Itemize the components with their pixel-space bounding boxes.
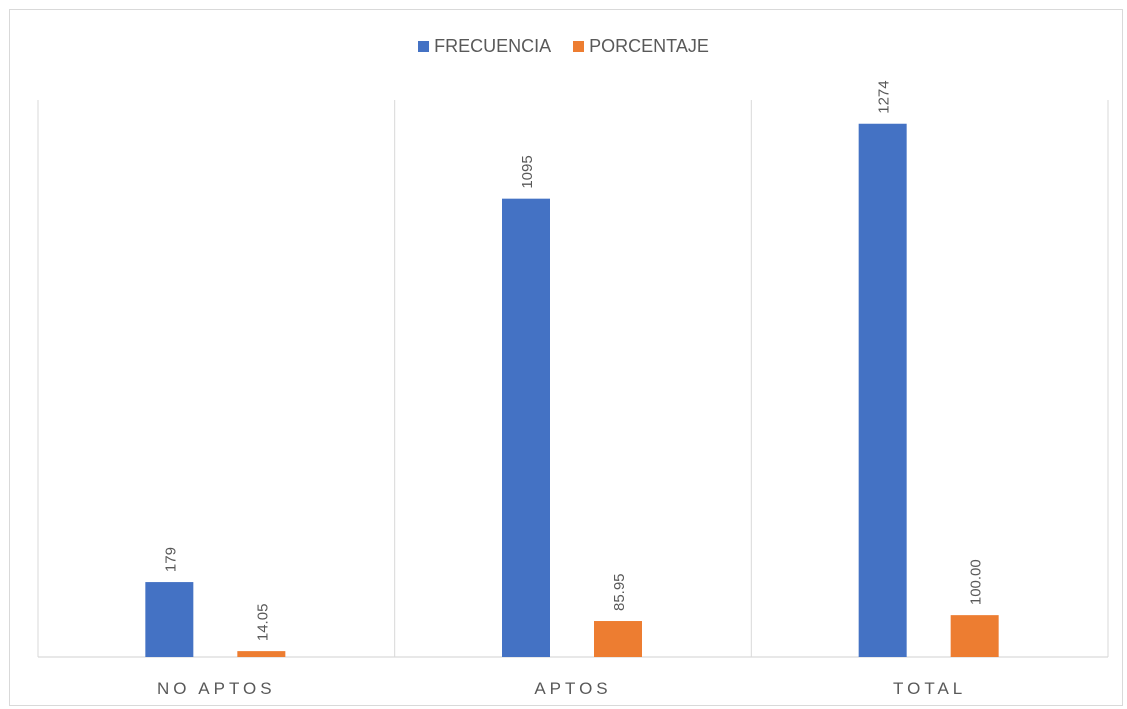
bar-frecuencia-0 <box>145 582 194 657</box>
category-label: NO APTOS <box>157 679 276 698</box>
data-label: 1095 <box>519 155 536 188</box>
data-label: 1274 <box>876 80 893 113</box>
data-label: 14.05 <box>254 604 271 642</box>
legend-item-porcentaje: PORCENTAJE <box>573 36 709 57</box>
legend-label-frecuencia: FRECUENCIA <box>434 36 552 56</box>
data-label: 85.95 <box>611 573 628 611</box>
legend-swatch-porcentaje <box>573 41 585 52</box>
bar-porcentaje-1 <box>594 621 642 657</box>
bar-frecuencia-1 <box>502 198 550 657</box>
legend-label-porcentaje: PORCENTAJE <box>589 36 709 56</box>
data-label: 100.00 <box>968 559 985 605</box>
chart-frame <box>9 9 1123 706</box>
legend-swatch-frecuencia <box>418 41 430 52</box>
bar-frecuencia-2 <box>858 123 907 658</box>
data-label: 179 <box>162 547 179 572</box>
legend: FRECUENCIA PORCENTAJE <box>0 36 1127 57</box>
category-label: TOTAL <box>893 679 966 698</box>
category-label: APTOS <box>534 679 611 698</box>
legend-item-frecuencia: FRECUENCIA <box>418 36 551 57</box>
bar-porcentaje-2 <box>950 615 999 657</box>
bar-porcentaje-0 <box>237 651 286 657</box>
